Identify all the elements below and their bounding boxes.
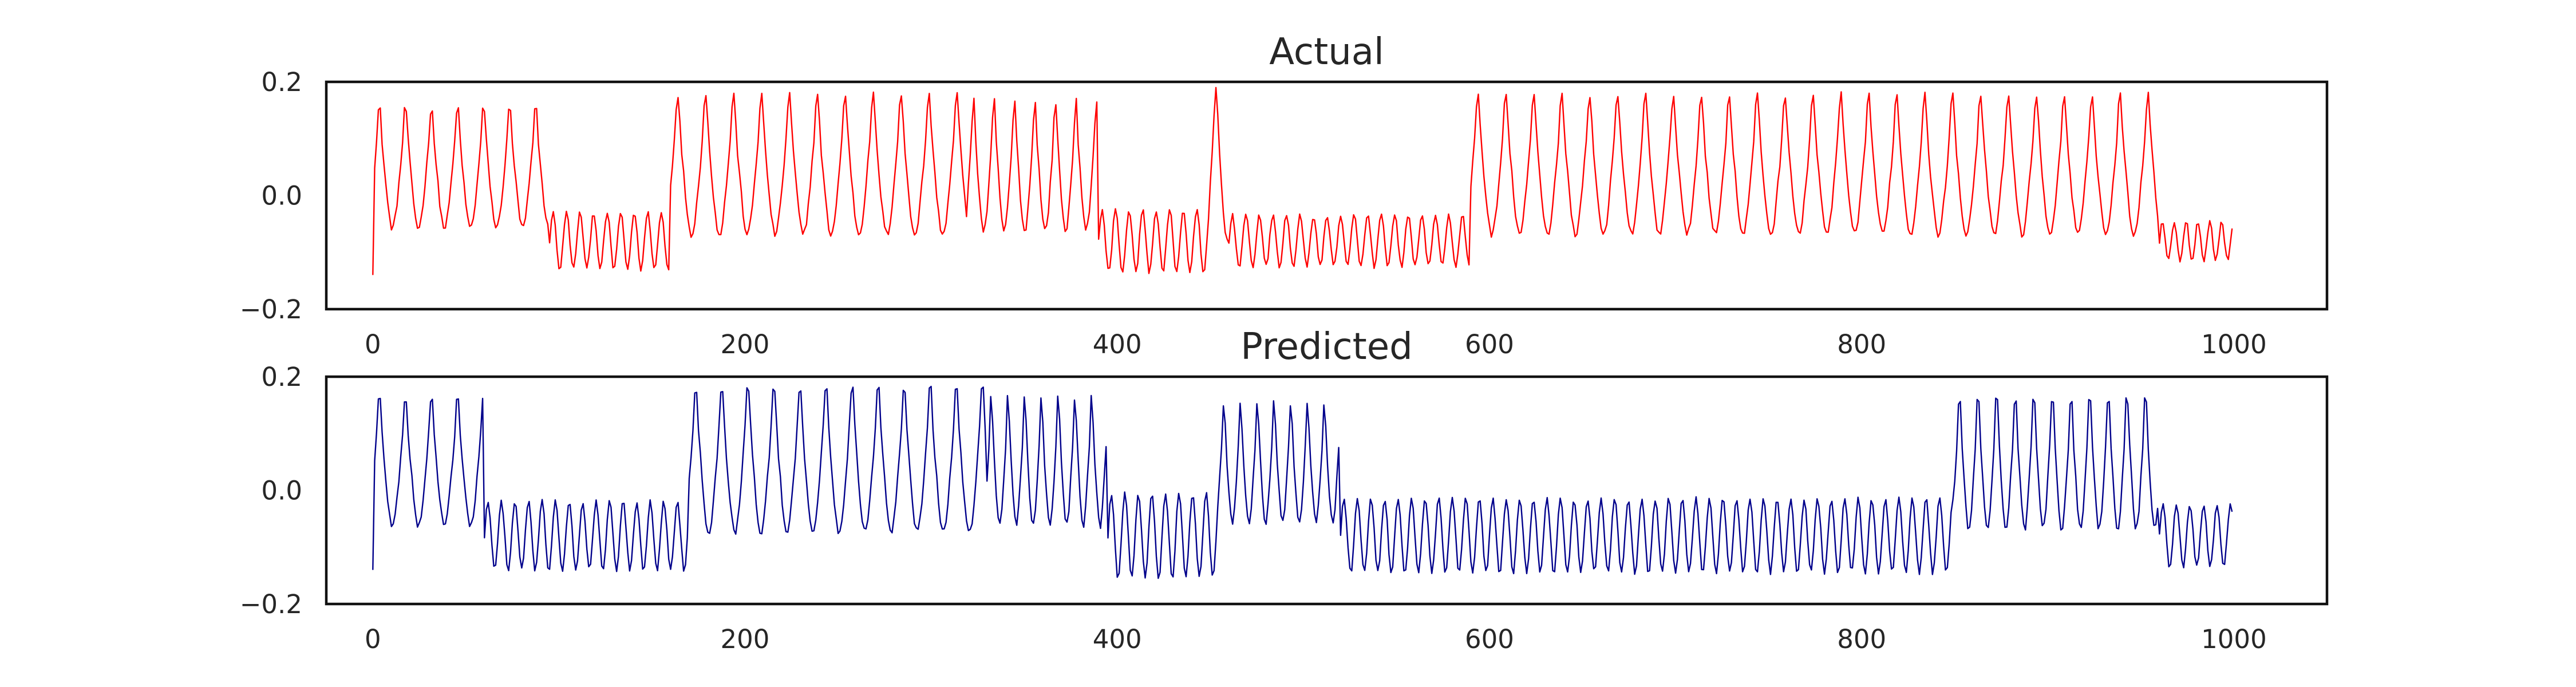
x-tick-label: 1000 (2201, 624, 2267, 654)
x-tick-label: 600 (1465, 624, 1514, 654)
x-tick-label: 0 (365, 329, 381, 360)
x-tick-label: 800 (1837, 624, 1886, 654)
x-tick-label: 400 (1093, 329, 1142, 360)
y-tick-label: 0.0 (261, 476, 302, 506)
x-tick-label: 400 (1093, 624, 1142, 654)
y-tick-label: 0.2 (261, 362, 302, 392)
x-tick-label: 800 (1837, 329, 1886, 360)
x-tick-label: 1000 (2201, 329, 2267, 360)
y-tick-label: −0.2 (240, 589, 302, 619)
panel-title: Predicted (1240, 326, 1412, 368)
x-tick-label: 200 (721, 624, 770, 654)
plot-frame (325, 375, 2329, 606)
panel-predicted: Predicted 0 200 400 600 800 1000 −0.2 0.0 0.2 (240, 326, 2329, 654)
y-tick-label: −0.2 (240, 294, 302, 325)
panel-title: Actual (1269, 31, 1384, 73)
x-tick-label: 200 (721, 329, 770, 360)
x-tick-label: 0 (365, 624, 381, 654)
x-tick-label: 600 (1465, 329, 1514, 360)
series-line (372, 86, 2233, 275)
y-tick-label: 0.2 (261, 67, 302, 97)
panel-actual: Actual 0 200 400 600 800 1000 −0.2 0.0 0.2 (240, 31, 2329, 360)
series-line (372, 385, 2233, 579)
y-tick-label: 0.0 (261, 181, 302, 211)
plot-frame (325, 80, 2329, 311)
